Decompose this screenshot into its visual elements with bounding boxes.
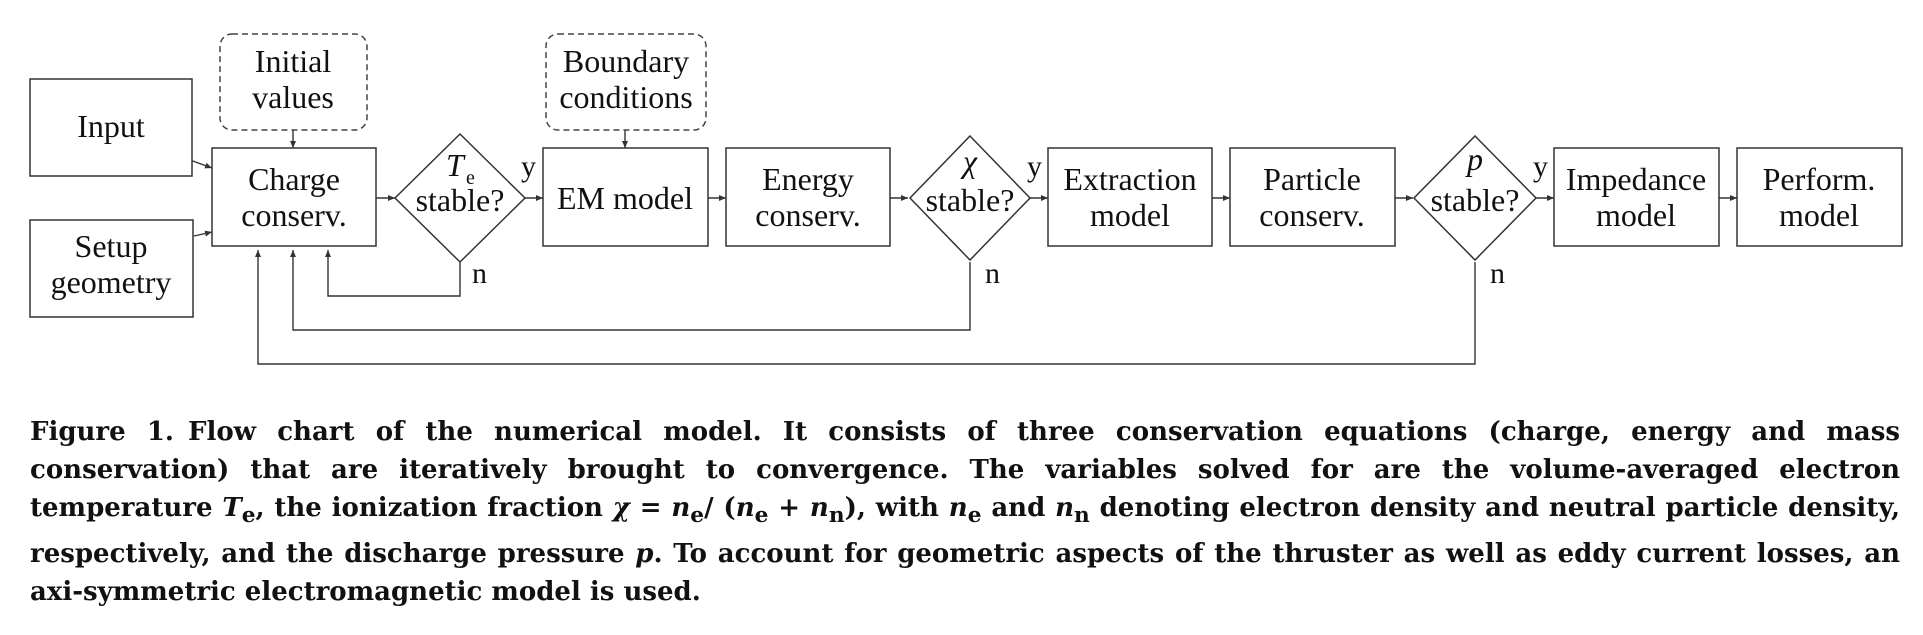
loop-chi-to-charge xyxy=(290,250,971,331)
setup-geometry-node: Setup geometry xyxy=(29,219,194,318)
caption-math-var: n xyxy=(671,493,691,523)
caption-text: / ( xyxy=(704,493,736,523)
caption-math-var: n xyxy=(948,493,968,523)
initial-values-node: Initial values xyxy=(219,33,368,131)
p-yes-label: y xyxy=(1533,150,1548,183)
caption-body: Flow chart of the numerical model. It co… xyxy=(30,417,1900,607)
chi-yes-label: y xyxy=(1027,150,1042,183)
input-node: Input xyxy=(29,78,193,177)
figure-label: Figure 1. xyxy=(30,417,174,447)
caption-math-var: n xyxy=(809,493,829,523)
perform-model-node: Perform. model xyxy=(1736,147,1903,247)
svg-text:p: p xyxy=(1465,141,1483,177)
te-stable-decision: T e stable? xyxy=(393,132,527,264)
caption-subscript: n xyxy=(828,503,845,529)
caption-math-var: χ xyxy=(612,493,630,523)
caption-text: , the ionization fraction xyxy=(255,493,613,523)
caption-text: = xyxy=(629,493,672,523)
extraction-model-node: Extraction model xyxy=(1047,147,1213,247)
chi-stable-decision: χ stable? xyxy=(908,134,1032,262)
caption-math-var: n xyxy=(1055,493,1074,523)
caption-subscript: e xyxy=(241,503,256,529)
p-no-label: n xyxy=(1490,257,1505,290)
energy-conserv-node: Energy conserv. xyxy=(725,147,891,247)
svg-text:e: e xyxy=(466,167,475,189)
impedance-model-node: Impedance model xyxy=(1553,147,1720,247)
caption-subscript: e xyxy=(754,503,769,529)
caption-subscript: e xyxy=(967,503,982,529)
caption-math-var: T xyxy=(222,493,242,523)
svg-text:EM model: EM model xyxy=(557,180,693,216)
arrow-setup-to-charge xyxy=(193,230,213,237)
svg-text:χ: χ xyxy=(960,143,978,179)
caption-text: + xyxy=(768,493,810,523)
te-yes-label: y xyxy=(521,150,536,183)
arrow-input-to-charge xyxy=(189,159,213,169)
caption-text: ), with xyxy=(844,493,949,523)
caption-text: . To account for geometric aspects of th… xyxy=(30,539,1900,608)
figure-caption: Figure 1. Flow chart of the numerical mod… xyxy=(30,413,1900,611)
te-no-label: n xyxy=(472,257,487,290)
caption-subscript: e xyxy=(690,503,705,529)
caption-math-var: n xyxy=(735,493,755,523)
svg-text:Input: Input xyxy=(77,108,145,144)
caption-text: and xyxy=(981,493,1056,523)
boundary-conditions-node: Boundary conditions xyxy=(545,33,707,131)
svg-text:stable?: stable? xyxy=(416,182,505,218)
svg-text:T: T xyxy=(446,147,466,183)
p-stable-decision: p stable? xyxy=(1412,134,1538,262)
caption-math-var: p xyxy=(635,539,654,570)
flow-chart: Input Setup geometry Initial values Charge… xyxy=(29,33,1903,365)
connectors xyxy=(189,130,1737,365)
chi-no-label: n xyxy=(985,257,1000,290)
caption-text: denoting electron density and neutral pa… xyxy=(30,493,1900,570)
em-model-node: EM model xyxy=(542,147,709,247)
charge-conserv-node: Charge conserv. xyxy=(211,147,377,247)
svg-text:Perform.model: Perform. model xyxy=(1763,161,1876,233)
particle-conserv-node: Particle conserv. xyxy=(1229,147,1396,247)
svg-text:stable?: stable? xyxy=(1431,182,1520,218)
caption-text: Flow chart of the numerical model. It co… xyxy=(30,417,1900,523)
svg-text:stable?: stable? xyxy=(926,182,1015,218)
caption-subscript: n xyxy=(1074,503,1090,529)
loop-te-to-charge xyxy=(325,250,461,297)
loop-p-to-charge xyxy=(255,250,1476,365)
